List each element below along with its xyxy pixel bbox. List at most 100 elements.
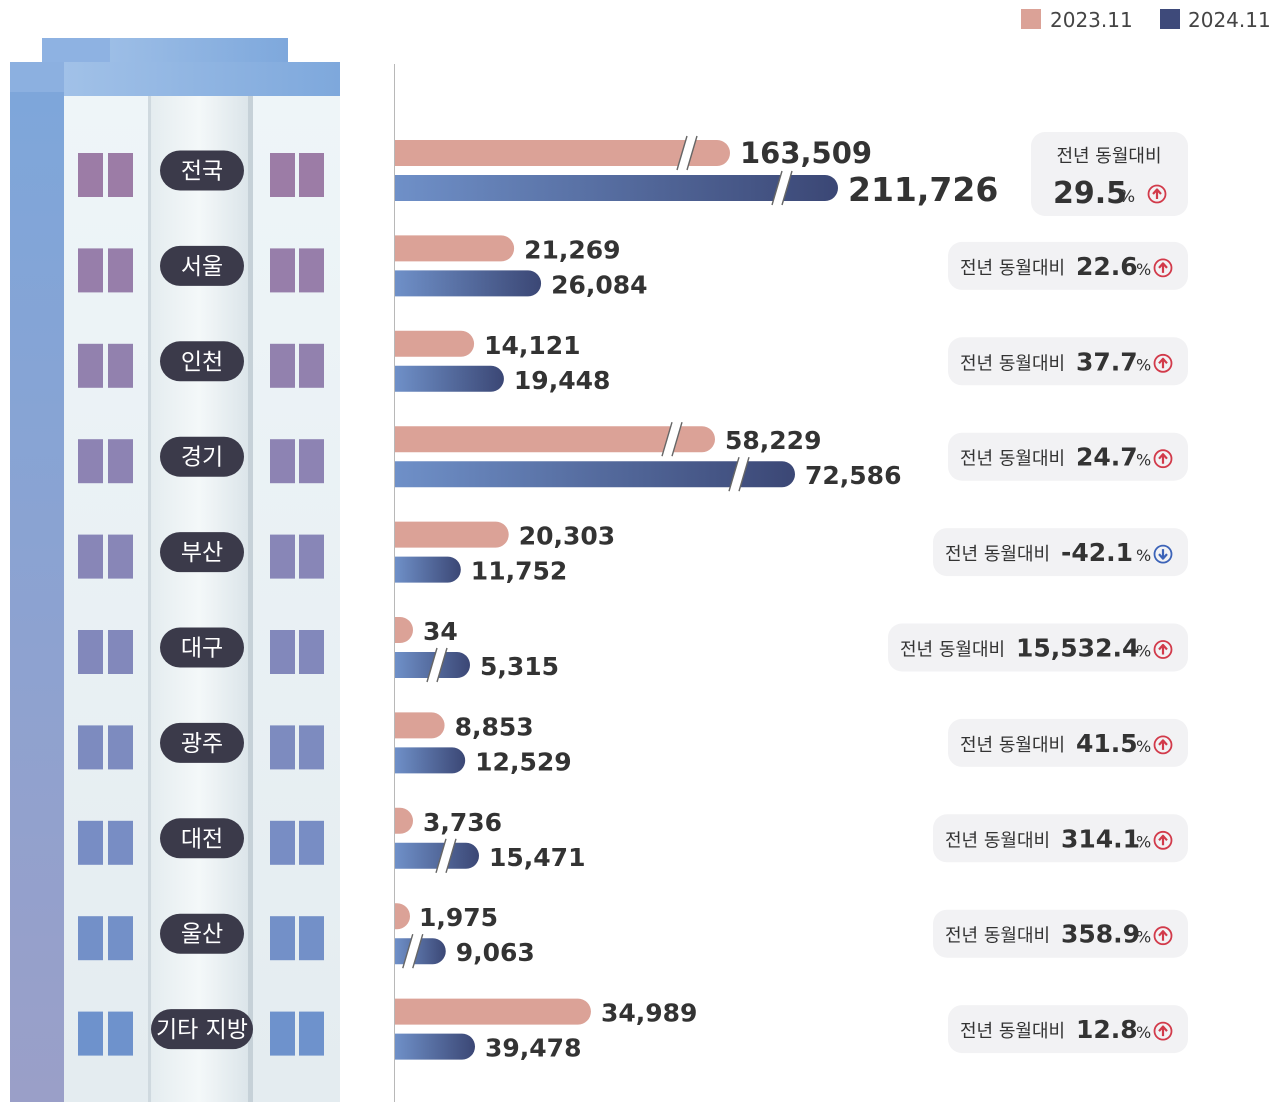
value-label-2024: 19,448 [514, 366, 610, 395]
yoy-label: 전년 동월대비 [1056, 146, 1161, 167]
axis-break-gap [729, 457, 749, 492]
category-label: 인천 [181, 349, 223, 375]
axis-break-line [676, 135, 688, 171]
bar-2024 [395, 842, 480, 869]
bar-2023 [395, 903, 411, 930]
axis-break-line [436, 647, 448, 683]
yoy-value: 314.1 [1061, 824, 1140, 853]
window [299, 725, 324, 770]
value-label-2023: 3,736 [423, 808, 502, 837]
yoy-label: 전년 동월대비 [960, 449, 1065, 470]
legend-label-2023: 2023.11 [1050, 8, 1133, 32]
value-label-2024: 72,586 [805, 461, 901, 490]
arrow-down-icon [1153, 544, 1173, 564]
window [78, 534, 103, 579]
axis-break-line [402, 934, 414, 969]
window [108, 153, 133, 197]
value-label-2023: 163,509 [740, 136, 872, 170]
category-pill [160, 341, 244, 382]
yoy-badge: 전년 동월대비 24.7% [948, 432, 1188, 481]
category-label: 대전 [181, 826, 223, 852]
yoy-unit: % [1119, 187, 1135, 207]
yoy-value: 12.8 [1076, 1015, 1138, 1044]
yoy-unit: % [1136, 260, 1151, 279]
legend: 2023.11 2024.11 [1021, 8, 1271, 32]
chart-row: 대구 34 5,315 전년 동월대비 15,532.4% [160, 617, 1188, 683]
yoy-label: 전년 동월대비 [900, 640, 1005, 661]
window [299, 820, 324, 865]
category-label: 기타 지방 [156, 1017, 248, 1043]
value-label-2023: 58,229 [725, 426, 821, 455]
window [78, 630, 103, 674]
window [78, 153, 103, 197]
yoy-badge: 전년 동월대비 314.1% [933, 814, 1188, 863]
window [78, 343, 103, 388]
arrow-up-icon [1153, 258, 1173, 278]
value-label-2023: 34 [423, 617, 458, 646]
value-label-2023: 14,121 [484, 331, 580, 360]
yoy-label: 전년 동월대비 [960, 735, 1065, 756]
window [78, 248, 103, 293]
category-pill [160, 532, 244, 573]
chart-row: 대전 3,736 15,471 전년 동월대비 314.1% [160, 807, 1188, 873]
window [78, 439, 103, 484]
axis-break-line [771, 170, 783, 206]
window [299, 1011, 324, 1056]
value-label-2023: 34,989 [601, 999, 697, 1028]
window [78, 725, 103, 770]
axis-break-line [412, 934, 424, 969]
yoy-badge: 전년 동월대비 12.8% [948, 1005, 1188, 1054]
arrow-up-icon [1153, 1021, 1173, 1041]
axis-break-line [435, 838, 447, 873]
yoy-value: 24.7 [1076, 443, 1138, 472]
bar-2024 [395, 1033, 476, 1060]
window [299, 248, 324, 293]
value-label-2024: 39,478 [485, 1034, 581, 1063]
window [299, 439, 324, 484]
window [299, 534, 324, 579]
value-label-2024: 211,726 [848, 170, 998, 209]
window [270, 153, 295, 197]
axis-break-gap [436, 838, 456, 873]
window [299, 916, 324, 961]
axis-break-line [661, 422, 673, 457]
arrow-up-icon [1153, 735, 1173, 755]
yoy-unit: % [1136, 451, 1151, 470]
yoy-unit: % [1136, 546, 1151, 565]
axis-break-line [426, 647, 438, 683]
category-label: 부산 [181, 540, 223, 566]
window [270, 439, 295, 484]
bar-2023 [395, 140, 730, 166]
chart-row: 울산 1,975 9,063 전년 동월대비 358.9% [160, 903, 1188, 969]
window [108, 534, 133, 579]
yoy-badge: 전년 동월대비 22.6% [948, 241, 1188, 290]
category-label: 전국 [181, 159, 223, 185]
yoy-badge: 전년 동월대비 29.5% [1031, 132, 1188, 216]
value-label-2024: 9,063 [456, 938, 535, 967]
category-label: 서울 [181, 254, 223, 280]
category-pill [151, 1009, 253, 1050]
yoy-value: -42.1 [1061, 538, 1133, 567]
category-label: 울산 [181, 922, 223, 948]
axis-break-line [445, 838, 457, 873]
yoy-label: 전년 동월대비 [945, 830, 1050, 851]
legend-swatch-2024 [1160, 9, 1180, 29]
yoy-unit: % [1136, 642, 1151, 661]
yoy-value: 15,532.4 [1016, 634, 1139, 663]
value-label-2023: 20,303 [519, 522, 615, 551]
arrow-up-icon [1153, 830, 1173, 850]
bar-2023 [395, 521, 509, 548]
value-label-2024: 5,315 [480, 652, 559, 681]
window [108, 439, 133, 484]
value-label-2023: 21,269 [524, 235, 620, 264]
bar-2023 [395, 617, 413, 643]
window [299, 153, 324, 197]
window [108, 343, 133, 388]
yoy-badge: 전년 동월대비 41.5% [948, 718, 1188, 767]
bar-2024 [395, 365, 504, 392]
axis-break-gap [662, 422, 682, 457]
legend-label-2024: 2024.11 [1188, 8, 1271, 32]
